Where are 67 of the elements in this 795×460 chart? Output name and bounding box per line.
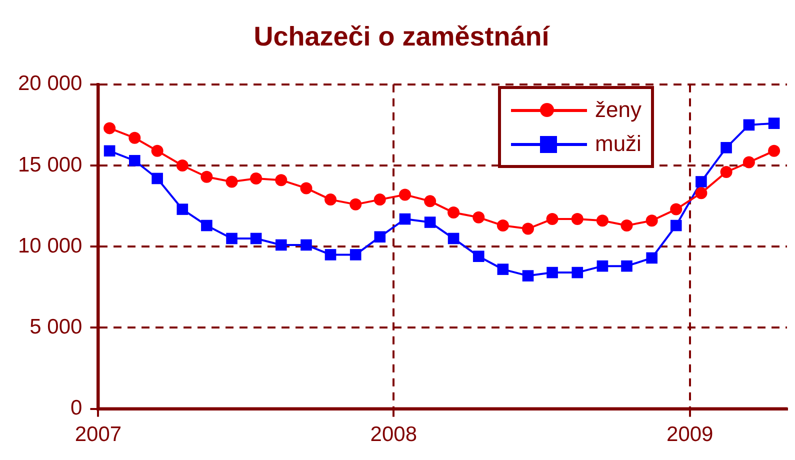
point [646,214,658,227]
point [448,206,460,219]
point [176,160,188,172]
point [424,216,436,228]
point [226,176,238,188]
point [398,188,411,201]
point [621,260,632,272]
y-tick-label: 5 000 [30,315,82,338]
point [151,144,164,157]
point [695,187,708,200]
point [200,170,213,183]
point [596,214,608,227]
x-tick-label: 2008 [370,423,418,446]
point [176,204,188,215]
point [572,266,584,278]
legend-label: ženy [595,97,642,123]
point [720,166,732,178]
point [226,232,238,244]
point [275,174,288,186]
point [424,195,436,208]
point [300,239,312,251]
point [496,220,509,232]
point [571,213,584,226]
point [497,264,509,275]
point [768,144,780,157]
point [350,198,362,210]
point [350,249,362,260]
point [620,220,633,232]
point [128,154,140,166]
y-tick-label: 10 000 [18,234,82,258]
point [472,250,484,262]
point [448,232,460,244]
x-tick-label: 2009 [666,423,714,446]
point [742,156,755,168]
point [250,172,262,184]
point [399,213,411,225]
point [768,118,780,129]
point [374,231,386,243]
point [275,239,287,251]
point [374,194,386,206]
point [128,132,141,144]
y-tick-label: 15 000 [18,153,82,176]
x-tick-label: 2007 [74,423,122,446]
point [250,232,262,244]
y-tick-label: 0 [70,396,82,420]
chart-title: Uchazeči o zaměstnání [254,22,551,52]
point [696,176,707,188]
point [743,119,755,131]
point [201,220,212,232]
point [546,213,558,226]
point [670,203,682,216]
point [104,122,116,134]
legend-label: muži [595,131,642,157]
point [720,142,732,154]
point [300,182,312,194]
point [670,220,682,232]
point [596,260,608,272]
point [104,145,116,157]
point [324,194,337,206]
point [546,266,558,278]
point [152,172,163,184]
y-tick-label: 20 000 [18,72,82,96]
point [522,222,534,235]
point [472,211,485,224]
point [646,252,658,264]
point [522,270,534,282]
point [324,249,336,260]
